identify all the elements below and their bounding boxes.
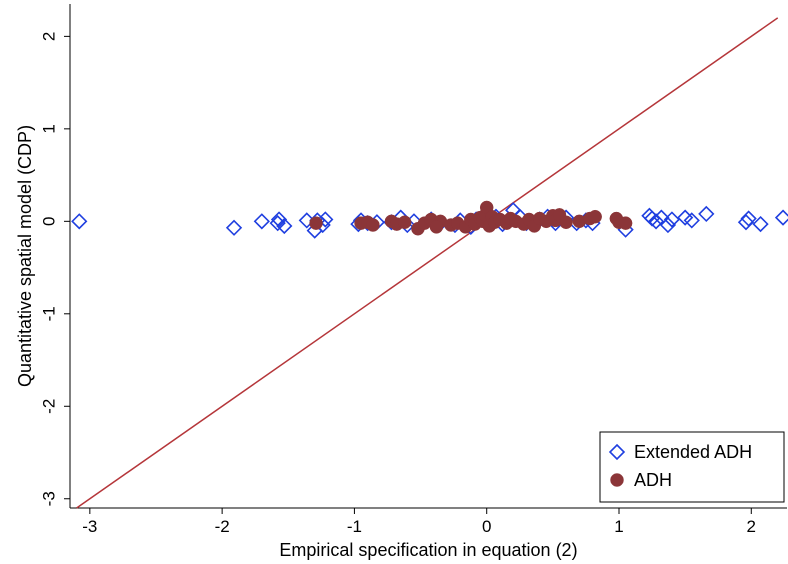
data-point <box>71 213 88 230</box>
legend-label-adh: ADH <box>634 470 672 490</box>
data-point <box>659 216 677 234</box>
x-tick-label: 0 <box>482 517 491 536</box>
data-point <box>588 209 602 224</box>
data-point <box>309 216 323 230</box>
x-tick-label: -2 <box>215 517 230 536</box>
legend: Extended ADH ADH <box>599 431 785 503</box>
data-point <box>298 212 315 229</box>
legend-marker-adh <box>610 473 624 487</box>
x-tick-label: 2 <box>747 517 756 536</box>
data-point <box>276 217 293 235</box>
legend-box <box>599 431 785 503</box>
x-tick-label: -1 <box>347 517 362 536</box>
data-point <box>397 215 412 229</box>
data-point <box>559 215 573 229</box>
x-tick-label: 1 <box>614 517 623 536</box>
data-point <box>253 213 270 230</box>
legend-label-extended-adh: Extended ADH <box>634 442 752 462</box>
x-tick-label: -3 <box>82 517 97 536</box>
y-tick-label: 2 <box>39 32 58 41</box>
reference-line <box>76 17 779 509</box>
data-point <box>698 205 715 223</box>
data-points <box>71 200 788 239</box>
y-axis-title: Quantitative spatial model (CDP) <box>15 125 35 387</box>
data-point <box>683 212 700 229</box>
y-tick-label: -2 <box>39 399 58 414</box>
legend-circle <box>610 473 624 487</box>
data-point <box>740 210 757 227</box>
axes: -3 -2 -1 0 1 2 -3 -2 -1 0 1 2 <box>39 4 787 536</box>
legend-marker-extended-adh <box>608 443 626 461</box>
data-point <box>618 216 633 230</box>
data-point <box>429 220 444 234</box>
data-point <box>737 214 755 231</box>
data-point <box>774 209 788 226</box>
data-point <box>270 211 288 228</box>
data-point <box>677 209 694 226</box>
y-tick-label: -1 <box>39 306 58 321</box>
legend-diamond <box>608 443 626 461</box>
y-tick-label: 0 <box>39 217 58 226</box>
data-point <box>366 218 380 232</box>
series-adh <box>309 200 633 236</box>
data-point <box>752 215 769 233</box>
data-point <box>225 219 243 236</box>
data-point <box>663 211 681 228</box>
y-tick-label: -3 <box>39 491 58 506</box>
x-axis-title: Empirical specification in equation (2) <box>279 540 577 560</box>
data-point <box>647 213 665 230</box>
reference-line-group <box>76 17 779 509</box>
y-tick-label: 1 <box>39 124 58 133</box>
data-point <box>317 211 334 228</box>
